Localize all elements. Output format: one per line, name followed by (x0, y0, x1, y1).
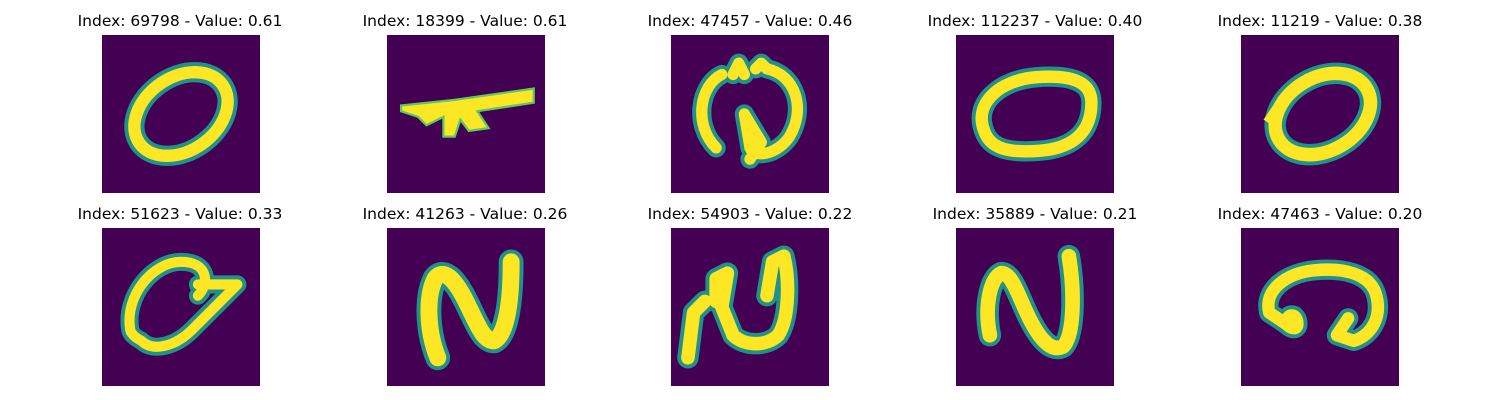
digit-thumbnail (1241, 35, 1399, 193)
digit-zero-tailed-image (102, 228, 260, 386)
cell-title: Index: 47463 - Value: 0.20 (1217, 205, 1423, 223)
digit-zero-flat-image (956, 35, 1114, 193)
digit-thumbnail (956, 228, 1114, 386)
horizontal-stroke-image (387, 35, 545, 193)
cell-title: Index: 41263 - Value: 0.26 (362, 205, 568, 223)
cell-title: Index: 51623 - Value: 0.33 (77, 205, 283, 223)
digit-thumbnail (956, 35, 1114, 193)
cell-title: Index: 69798 - Value: 0.61 (77, 12, 283, 30)
digit-thumbnail (671, 228, 829, 386)
digit-thumbnail (387, 228, 545, 386)
digit-thumbnail (671, 35, 829, 193)
digit-thumbnail (102, 35, 260, 193)
curl-stroke-image (1241, 228, 1399, 386)
digit-thumbnail (387, 35, 545, 193)
digit-n-loop-image (671, 228, 829, 386)
digit-thumbnail (1241, 228, 1399, 386)
cell-title: Index: 112237 - Value: 0.40 (927, 12, 1143, 30)
digit-two-n-thin-image (956, 228, 1114, 386)
cell-title: Index: 11219 - Value: 0.38 (1217, 12, 1423, 30)
cell-title: Index: 54903 - Value: 0.22 (647, 205, 853, 223)
digit-thumbnail (102, 228, 260, 386)
looped-circle-image (671, 35, 829, 193)
cell-title: Index: 35889 - Value: 0.21 (932, 205, 1138, 223)
digit-zero-oval-image (102, 35, 260, 193)
cell-title: Index: 47457 - Value: 0.46 (647, 12, 853, 30)
digit-zero-slanted-image (1241, 35, 1399, 193)
cell-title: Index: 18399 - Value: 0.61 (362, 12, 568, 30)
digit-two-n-image (387, 228, 545, 386)
